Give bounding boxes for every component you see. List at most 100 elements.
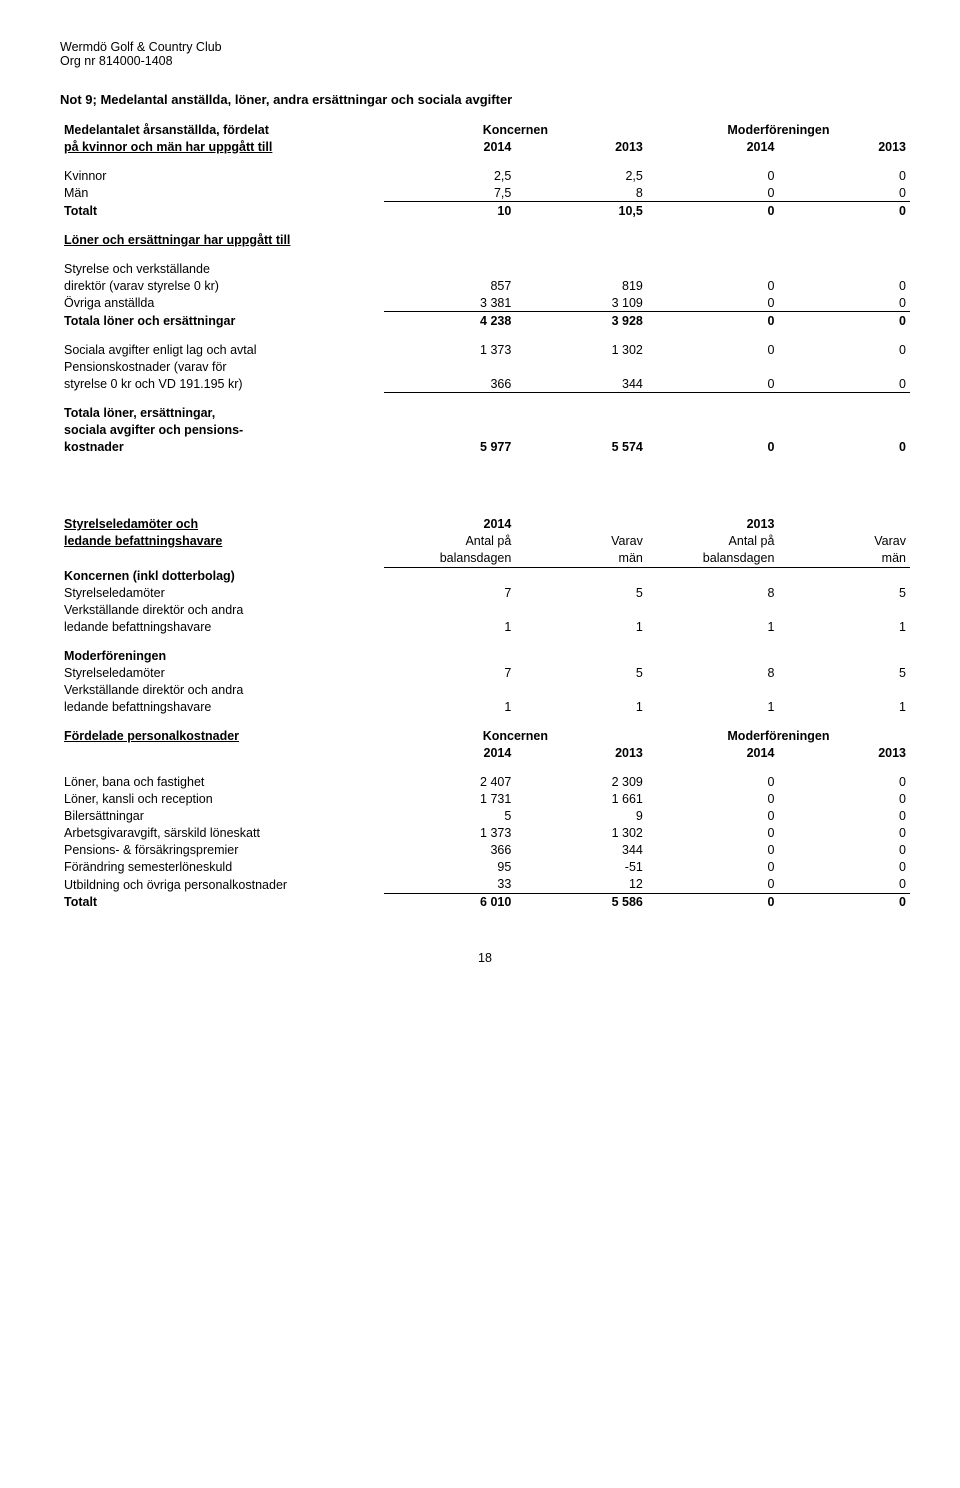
cell: 5 — [515, 665, 647, 682]
cell: 7 — [384, 585, 516, 602]
cell: 0 — [778, 341, 910, 358]
group-header: Koncernen — [384, 728, 647, 745]
cell: 0 — [647, 294, 779, 312]
row-label: kostnader — [60, 439, 384, 456]
col-header: balansdagen — [384, 550, 516, 568]
cell: 95 — [384, 859, 516, 876]
table-row: Styrelseledamöter 7 5 8 5 — [60, 665, 910, 682]
table-row: Pensions- & försäkringspremier 366 344 0… — [60, 842, 910, 859]
cell: 0 — [647, 876, 779, 894]
table-row: Löner och ersättningar har uppgått till — [60, 231, 910, 248]
cell: 366 — [384, 842, 516, 859]
cell: 0 — [647, 341, 779, 358]
cell: 0 — [647, 842, 779, 859]
table-row: Totala löner och ersättningar 4 238 3 92… — [60, 312, 910, 330]
cell: 0 — [778, 439, 910, 456]
cell: 10,5 — [515, 202, 647, 220]
note-title: Not 9; Medelantal anställda, löner, andr… — [60, 92, 910, 107]
row-label: Utbildning och övriga personalkostnader — [60, 876, 384, 894]
cell: 1 — [647, 619, 779, 636]
row-label: Övriga anställda — [60, 294, 384, 312]
cell: 344 — [515, 842, 647, 859]
table-row: Styrelseledamöter 7 5 8 5 — [60, 585, 910, 602]
cell: 1 — [515, 699, 647, 716]
table-row: ledande befattningshavare 1 1 1 1 — [60, 699, 910, 716]
year-header: 2013 — [778, 138, 910, 155]
cell: 6 010 — [384, 893, 516, 911]
row-label: Totala löner och ersättningar — [60, 312, 384, 330]
year-header: 2013 — [515, 745, 647, 762]
section-heading: Fördelade personalkostnader — [60, 728, 384, 745]
row-label: styrelse 0 kr och VD 191.195 kr) — [60, 375, 384, 393]
cell: 5 — [515, 585, 647, 602]
cell: 4 238 — [384, 312, 516, 330]
cell: 9 — [515, 808, 647, 825]
cell: 3 109 — [515, 294, 647, 312]
page-number: 18 — [60, 951, 910, 965]
cell: 0 — [647, 791, 779, 808]
row-label: Pensions- & försäkringspremier — [60, 842, 384, 859]
cell: 1 — [778, 619, 910, 636]
table-row: styrelse 0 kr och VD 191.195 kr) 366 344… — [60, 375, 910, 393]
section-heading: Koncernen (inkl dotterbolag) — [60, 567, 910, 585]
table-row: Utbildning och övriga personalkostnader … — [60, 876, 910, 894]
section-heading: Löner och ersättningar har uppgått till — [60, 231, 910, 248]
cell: 0 — [647, 312, 779, 330]
cell: 1 — [515, 619, 647, 636]
cell: 1 373 — [384, 341, 516, 358]
cell: 1 — [647, 699, 779, 716]
cell: 819 — [515, 277, 647, 294]
table-row: Bilersättningar 5 9 0 0 — [60, 808, 910, 825]
cell: 0 — [647, 893, 779, 911]
row-label: Totala löner, ersättningar, — [60, 405, 910, 422]
group-header: Koncernen — [384, 121, 647, 138]
row-label: Styrelseledamöter — [60, 665, 384, 682]
table-row: kostnader 5 977 5 574 0 0 — [60, 439, 910, 456]
group-label: ledande befattningshavare — [60, 533, 384, 550]
table-row: Män 7,5 8 0 0 — [60, 184, 910, 202]
group-header: Moderföreningen — [647, 121, 910, 138]
table-row: 2014 2013 2014 2013 — [60, 745, 910, 762]
row-label: Bilersättningar — [60, 808, 384, 825]
cell: 0 — [778, 312, 910, 330]
col-header: balansdagen — [647, 550, 779, 568]
row-label: direktör (varav styrelse 0 kr) — [60, 277, 384, 294]
cell: 0 — [778, 893, 910, 911]
cell: 0 — [778, 202, 910, 220]
group-label: på kvinnor och män har uppgått till — [60, 138, 384, 155]
table-row: balansdagen män balansdagen män — [60, 550, 910, 568]
cell: 344 — [515, 375, 647, 393]
cell: 0 — [647, 859, 779, 876]
cell: 1 302 — [515, 341, 647, 358]
table-row: Styrelse och verkställande — [60, 260, 910, 277]
cell: 8 — [647, 665, 779, 682]
year-header: 2014 — [647, 745, 779, 762]
cell: 2 407 — [384, 774, 516, 791]
table-row: Verkställande direktör och andra — [60, 602, 910, 619]
row-label: ledande befattningshavare — [60, 699, 384, 716]
cell: 3 928 — [515, 312, 647, 330]
year-header: 2013 — [778, 745, 910, 762]
table-row: Övriga anställda 3 381 3 109 0 0 — [60, 294, 910, 312]
cell: -51 — [515, 859, 647, 876]
cell: 0 — [778, 859, 910, 876]
table-row: Sociala avgifter enligt lag och avtal 1 … — [60, 341, 910, 358]
row-label: Män — [60, 184, 384, 202]
cell: 3 381 — [384, 294, 516, 312]
header-line-1: Wermdö Golf & Country Club — [60, 40, 910, 54]
cell: 5 — [778, 585, 910, 602]
table-row: ledande befattningshavare 1 1 1 1 — [60, 619, 910, 636]
cell: 0 — [778, 167, 910, 184]
row-label: Löner, kansli och reception — [60, 791, 384, 808]
row-label: Styrelse och verkställande — [60, 260, 910, 277]
table-row: Löner, kansli och reception 1 731 1 661 … — [60, 791, 910, 808]
cell: 2 309 — [515, 774, 647, 791]
cell: 0 — [647, 825, 779, 842]
cell: 2,5 — [515, 167, 647, 184]
row-label: Löner, bana och fastighet — [60, 774, 384, 791]
cell: 0 — [778, 375, 910, 393]
table-row: Styrelseledamöter och 2014 2013 — [60, 516, 910, 533]
table-row: Verkställande direktör och andra — [60, 682, 910, 699]
group-label: Styrelseledamöter och — [60, 516, 384, 533]
table-row: direktör (varav styrelse 0 kr) 857 819 0… — [60, 277, 910, 294]
